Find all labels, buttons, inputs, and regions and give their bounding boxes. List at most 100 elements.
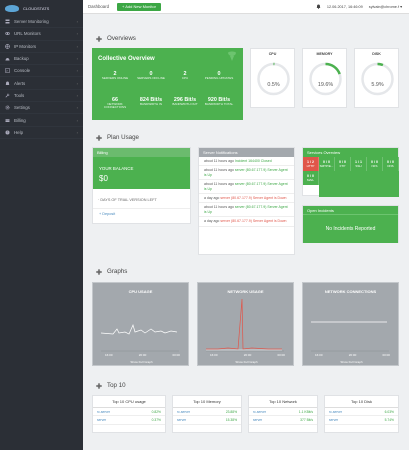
- gauge-track: [361, 62, 394, 96]
- sidebar-item-settings[interactable]: Settings ›: [0, 102, 83, 115]
- top10-row[interactable]: rc-server 23.88%: [173, 408, 241, 417]
- service-smtpe[interactable]: 0 / 0 SMTP/E...: [319, 157, 335, 171]
- notification-item[interactable]: a day ago server (80.67.177.9) Server Ag…: [199, 217, 294, 227]
- top10-row[interactable]: rc-server 0.82%: [93, 408, 165, 417]
- top10-server-name: rc-server: [177, 409, 191, 414]
- service-dns[interactable]: 0 / 0 DNS: [383, 157, 399, 171]
- add-monitor-button[interactable]: + Add New Monitor: [117, 2, 161, 11]
- move-icon[interactable]: [96, 382, 102, 389]
- move-icon[interactable]: [96, 268, 102, 275]
- top10-row[interactable]: rc-server 6.03%: [325, 408, 398, 417]
- gauge-fill: [361, 62, 394, 96]
- move-icon[interactable]: [96, 35, 102, 42]
- show-full-graph-link[interactable]: Show Full Graph: [235, 360, 258, 364]
- sidebar-item-alerts[interactable]: Alerts ›: [0, 77, 83, 90]
- stat-bandwidth-in: 824 Bit/s BANDWIDTH IN: [136, 97, 166, 106]
- stat-value: 2: [113, 71, 117, 77]
- incidents-title: Open Incidents: [303, 206, 398, 215]
- sidebar-item-billing[interactable]: Billing ›: [0, 114, 83, 127]
- service-value: 1 / 1: [355, 160, 362, 164]
- service-nfs[interactable]: 0 / 0 NFS: [367, 157, 383, 171]
- sidebar-item-url-monitors[interactable]: URL Monitors ›: [0, 28, 83, 41]
- notification-item[interactable]: about 11 hours ago server (80.67.177.9) …: [199, 180, 294, 195]
- notification-item[interactable]: about 11 hours ago server (80.67.177.9) …: [199, 166, 294, 181]
- graph-tick: 00:00: [382, 353, 390, 357]
- notifications-title: Server Notifications: [199, 148, 294, 157]
- top10-row[interactable]: server 377 Bit/s: [249, 416, 317, 425]
- sidebar-item-label: Settings: [14, 105, 30, 111]
- notification-text: server (80.67.177.9) Server Agent is Up: [204, 168, 288, 177]
- sidebar-item-server-monitoring[interactable]: Server Monitoring ›: [0, 16, 83, 29]
- chevron-right-icon: ›: [76, 43, 78, 49]
- graph-tick: 20:00: [243, 353, 252, 357]
- deposit-link[interactable]: + Deposit: [99, 212, 116, 216]
- balance-value: $0: [99, 174, 108, 183]
- graph-cpu-usage[interactable]: CPU USAGE 16:00 20:00 00:00 Show Full Graph: [92, 282, 189, 366]
- notification-item[interactable]: about 11 hours ago server (80.67.177.9) …: [199, 203, 294, 218]
- notification-bell-icon[interactable]: [316, 4, 321, 10]
- notification-time: about 11 hours ago: [204, 205, 234, 210]
- top10-row[interactable]: server 5.74%: [325, 416, 398, 425]
- stat-value: 66: [112, 97, 118, 103]
- plan-usage-header: Plan Usage: [96, 134, 139, 141]
- service-ssh[interactable]: 1 / 1 SSH: [351, 157, 367, 171]
- top10-value: 0.82%: [151, 409, 161, 414]
- stat-value: 920 Bit/s: [207, 97, 231, 103]
- graph-tick: 20:00: [138, 353, 147, 357]
- logo[interactable]: CLOUDSTATS: [0, 0, 83, 16]
- top10-row[interactable]: server 15.38%: [173, 416, 241, 425]
- stat-label: BANDWIDTH IN: [140, 102, 162, 106]
- top10-value: 377 Bit/s: [300, 418, 313, 423]
- stat-value: 0: [149, 71, 153, 77]
- gauge-track: [257, 62, 290, 96]
- show-full-graph-link[interactable]: Show Full Graph: [130, 360, 153, 364]
- graph-network-usage[interactable]: NETWORK USAGE 16:00 20:00 00:00 Show Full Gr…: [197, 282, 294, 366]
- top10-value: 15.38%: [225, 418, 237, 423]
- top10-value: 0.37%: [151, 418, 161, 423]
- help-icon: ?: [4, 129, 10, 135]
- top10-top-10-disk: Top 10 Disk rc-server 6.03% server 5.74%: [324, 395, 399, 433]
- breadcrumb-dashboard[interactable]: Dashboard: [88, 4, 110, 9]
- topbar: Dashboard + Add New Monitor 12.06.2017, …: [83, 0, 409, 14]
- graph-title: NETWORK CONNECTIONS: [324, 289, 377, 294]
- sidebar-item-help[interactable]: ? Help ›: [0, 127, 83, 139]
- sidebar-item-tools[interactable]: Tools ›: [0, 90, 83, 103]
- move-icon[interactable]: [96, 134, 102, 141]
- trial-days-text: · DAYS OF TRIAL VERSION LEFT: [93, 189, 190, 209]
- sidebar-item-label: URL Monitors: [14, 31, 41, 37]
- user-menu[interactable]: sylvain@chrome.f ▾: [368, 5, 402, 9]
- collective-overview-card: Collective Overview 2 SERVERS ONLINE 0 SERV…: [92, 48, 243, 120]
- datetime: 12.06.2017, 16:46:09: [326, 4, 363, 9]
- sidebar-item-label: Alerts: [14, 80, 26, 86]
- sidebar-item-backup[interactable]: Backup ›: [0, 53, 83, 66]
- user-email: sylvain@chrome.f: [368, 5, 400, 9]
- service-ftp[interactable]: 0 / 0 FTP: [335, 157, 351, 171]
- show-full-graph-link[interactable]: Show Full Graph: [340, 360, 363, 364]
- graph-tick: 16:00: [210, 353, 218, 357]
- graph-line: [100, 323, 178, 335]
- top10-card-title: Top 10 Network: [249, 396, 317, 408]
- graphs-header: Graphs: [96, 268, 127, 275]
- gauge-ring: [257, 62, 290, 96]
- overviews-header: Overviews: [96, 35, 136, 42]
- terminal-icon: [4, 68, 10, 74]
- stat-value: 2: [183, 71, 187, 77]
- top10-row[interactable]: rc-server 1.1 KBit/s: [249, 408, 317, 417]
- gauge-memory: MEMORY 19.6%: [302, 48, 347, 108]
- graph-title: NETWORK USAGE: [227, 289, 264, 294]
- graph-network-connections[interactable]: NETWORK CONNECTIONS 16:00 20:00 00:00 Show F…: [302, 282, 399, 366]
- notification-item[interactable]: a day ago server (80.67.177.9) Server Ag…: [199, 194, 294, 204]
- service-mail[interactable]: 0 / 0 MAIL: [303, 171, 319, 185]
- top10-value: 23.88%: [225, 409, 237, 414]
- top10-card-title: Top 10 Memory: [173, 396, 241, 408]
- sidebar-item-ip-monitors[interactable]: IP Monitors ›: [0, 41, 83, 53]
- plan-usage-title: Plan Usage: [107, 134, 139, 141]
- top10-row[interactable]: server 0.37%: [93, 416, 165, 425]
- bell-icon: [4, 80, 10, 86]
- top10-card-title: Top 10 CPU usage: [93, 396, 165, 408]
- notification-text: server (80.67.177.9) Server Agent is Dow…: [220, 196, 287, 201]
- notification-item[interactable]: about 11 hours ago Incident 164400 Close…: [199, 157, 294, 167]
- service-http[interactable]: 1 / 2 HTTP: [303, 157, 319, 171]
- sidebar-item-console[interactable]: Console ›: [0, 65, 83, 78]
- graph-plot: [311, 321, 389, 352]
